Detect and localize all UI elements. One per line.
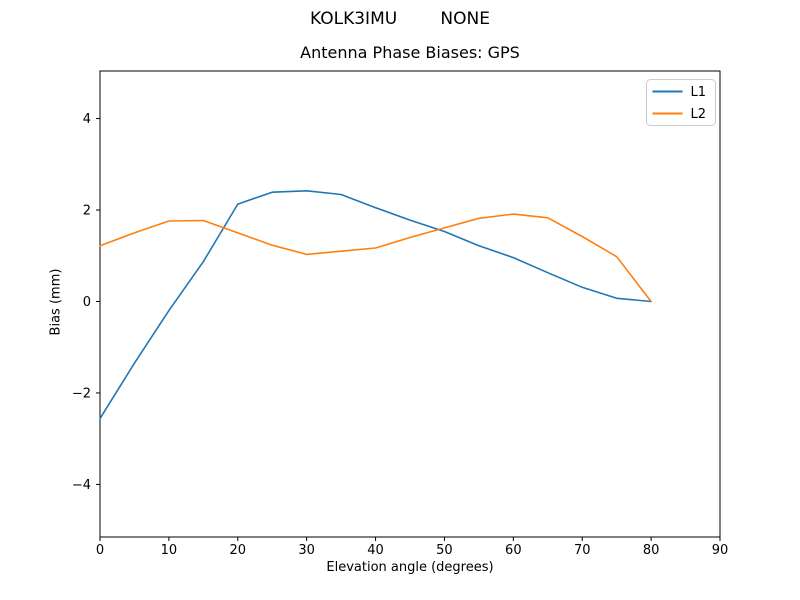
x-axis-label: Elevation angle (degrees) [326,560,494,575]
x-tick-label: 60 [505,543,522,558]
plot-area [99,70,721,538]
x-tick-label: 40 [367,543,384,558]
x-tick-label: 10 [161,543,178,558]
x-tick-label: 0 [96,543,104,558]
y-tick-label: −4 [72,478,91,493]
y-tick-label: 0 [83,295,91,310]
y-tick-label: −2 [72,386,91,401]
figure-suptitle: KOLK3IMU NONE [310,9,490,29]
y-tick-label: 4 [83,112,91,127]
x-tick-label: 50 [436,543,453,558]
x-tick-label: 90 [712,543,729,558]
x-tick-label: 30 [298,543,315,558]
y-tick-label: 2 [83,204,91,219]
x-tick-label: 20 [230,543,247,558]
series-line-L2 [99,213,652,303]
legend-label-L1: L1 [691,85,707,100]
chart-title: Antenna Phase Biases: GPS [300,43,520,62]
x-tick-label: 80 [643,543,660,558]
series-line-L1 [99,190,652,420]
x-tick-label: 70 [574,543,591,558]
legend-label-L2: L2 [691,107,707,122]
